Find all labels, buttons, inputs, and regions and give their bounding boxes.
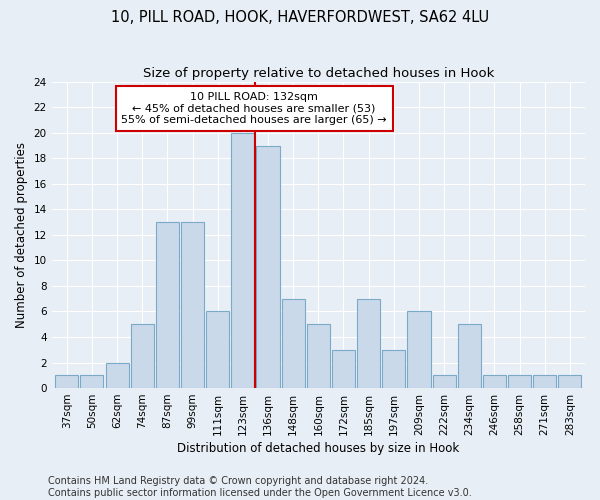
Bar [407,312,431,388]
Bar [80,376,103,388]
Bar [281,298,305,388]
Bar [131,324,154,388]
Bar [533,376,556,388]
Bar [458,324,481,388]
Title: Size of property relative to detached houses in Hook: Size of property relative to detached ho… [143,68,494,80]
Text: 10, PILL ROAD, HOOK, HAVERFORDWEST, SA62 4LU: 10, PILL ROAD, HOOK, HAVERFORDWEST, SA62… [111,10,489,25]
Bar [508,376,531,388]
Bar [559,376,581,388]
Bar [357,298,380,388]
Bar [231,132,254,388]
Y-axis label: Number of detached properties: Number of detached properties [15,142,28,328]
Bar [433,376,455,388]
Bar [382,350,406,388]
Bar [106,362,128,388]
Bar [156,222,179,388]
Text: 10 PILL ROAD: 132sqm
← 45% of detached houses are smaller (53)
55% of semi-detac: 10 PILL ROAD: 132sqm ← 45% of detached h… [121,92,387,125]
Bar [307,324,330,388]
X-axis label: Distribution of detached houses by size in Hook: Distribution of detached houses by size … [177,442,460,455]
Bar [181,222,204,388]
Bar [483,376,506,388]
Bar [55,376,79,388]
Text: Contains HM Land Registry data © Crown copyright and database right 2024.
Contai: Contains HM Land Registry data © Crown c… [48,476,472,498]
Bar [332,350,355,388]
Bar [206,312,229,388]
Bar [256,146,280,388]
